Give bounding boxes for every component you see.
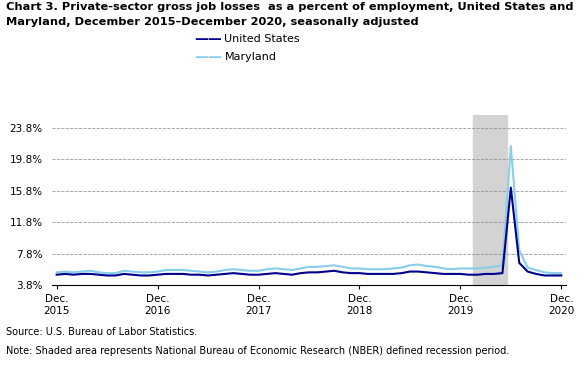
Bar bbox=[473, 115, 507, 285]
Text: Chart 3. Private-sector gross job losses  as a percent of employment, United Sta: Chart 3. Private-sector gross job losses… bbox=[6, 2, 573, 12]
Text: Source: U.S. Bureau of Labor Statistics.: Source: U.S. Bureau of Labor Statistics. bbox=[6, 327, 197, 337]
Text: ——: —— bbox=[194, 50, 222, 64]
Text: ——: —— bbox=[194, 32, 222, 46]
Text: Maryland: Maryland bbox=[224, 52, 276, 63]
Text: Maryland, December 2015–December 2020, seasonally adjusted: Maryland, December 2015–December 2020, s… bbox=[6, 17, 419, 27]
Text: United States: United States bbox=[224, 34, 300, 44]
Text: Note: Shaded area represents National Bureau of Economic Research (NBER) defined: Note: Shaded area represents National Bu… bbox=[6, 346, 509, 356]
